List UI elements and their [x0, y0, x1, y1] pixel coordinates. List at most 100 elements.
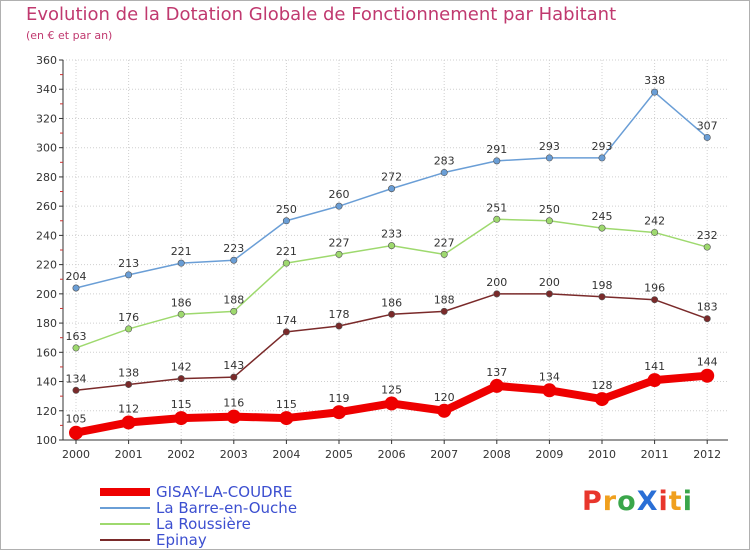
- data-label: 183: [697, 301, 718, 314]
- data-point: [647, 373, 662, 388]
- y-tick-label: 180: [36, 317, 57, 330]
- data-point: [651, 228, 659, 236]
- logo-letter: P: [582, 486, 603, 517]
- data-label: 221: [276, 245, 297, 258]
- legend-swatch: [100, 507, 150, 509]
- logo-letter: i: [682, 486, 693, 517]
- data-label: 200: [539, 276, 560, 289]
- data-point: [595, 392, 609, 407]
- data-label: 283: [434, 155, 455, 168]
- legend-label: La Roussière: [156, 515, 251, 533]
- data-label: 116: [223, 397, 244, 410]
- data-label: 115: [276, 398, 297, 411]
- x-tick-label: 2012: [693, 448, 721, 461]
- data-label: 233: [381, 228, 402, 241]
- data-label: 204: [66, 270, 87, 283]
- x-tick-label: 2007: [430, 448, 458, 461]
- data-label: 176: [118, 311, 139, 324]
- proxiti-logo: ProXiti: [582, 486, 693, 517]
- logo-letter: i: [658, 486, 669, 517]
- data-point: [440, 307, 448, 315]
- data-point: [545, 217, 553, 225]
- x-tick-label: 2004: [272, 448, 300, 461]
- data-point: [121, 415, 136, 430]
- data-point: [230, 307, 238, 315]
- data-label: 293: [592, 140, 613, 153]
- data-label: 119: [329, 392, 350, 405]
- data-label: 125: [381, 383, 402, 396]
- legend-swatch: [100, 523, 150, 525]
- y-tick-label: 240: [36, 229, 57, 242]
- legend-swatch: [100, 488, 150, 496]
- y-tick-label: 340: [36, 83, 57, 96]
- data-label: 338: [644, 74, 665, 87]
- data-point: [703, 243, 711, 251]
- data-point: [388, 185, 396, 193]
- data-label: 250: [539, 203, 560, 216]
- y-tick-label: 300: [36, 142, 57, 155]
- data-point: [69, 425, 83, 440]
- data-label: 186: [171, 296, 192, 309]
- data-label: 128: [592, 379, 613, 392]
- data-point: [651, 88, 659, 96]
- data-label: 188: [223, 293, 244, 306]
- data-point: [703, 315, 711, 323]
- logo-letter: o: [617, 486, 637, 517]
- data-label: 250: [276, 203, 297, 216]
- data-label: 143: [223, 359, 244, 372]
- data-point: [335, 202, 343, 210]
- logo-letter: t: [668, 486, 683, 517]
- data-label: 307: [697, 119, 718, 132]
- data-point: [489, 378, 504, 393]
- data-point: [388, 310, 396, 318]
- data-label: 115: [171, 398, 192, 411]
- data-point: [542, 383, 557, 398]
- data-label: 251: [486, 201, 507, 214]
- data-label: 260: [329, 188, 350, 201]
- data-point: [651, 296, 659, 304]
- x-tick-label: 2006: [378, 448, 406, 461]
- data-label: 245: [592, 210, 613, 223]
- data-point: [125, 325, 133, 333]
- data-point: [384, 396, 399, 411]
- logo-letter: X: [636, 486, 659, 517]
- data-point: [332, 405, 346, 420]
- data-label: 120: [434, 391, 455, 404]
- data-label: 242: [644, 214, 665, 227]
- data-point: [174, 411, 189, 426]
- data-point: [388, 242, 396, 250]
- data-point: [700, 368, 715, 383]
- data-point: [125, 380, 133, 388]
- data-point: [335, 322, 343, 330]
- y-tick-label: 260: [36, 200, 57, 213]
- data-point: [493, 157, 501, 165]
- data-label: 105: [66, 413, 87, 426]
- data-point: [72, 386, 80, 394]
- x-tick-label: 2008: [483, 448, 511, 461]
- data-point: [177, 259, 185, 267]
- data-point: [335, 250, 343, 258]
- data-label: 291: [486, 143, 507, 156]
- data-label: 186: [381, 296, 402, 309]
- data-label: 163: [66, 330, 87, 343]
- data-label: 142: [171, 361, 192, 374]
- data-point: [703, 133, 711, 141]
- data-point: [282, 328, 290, 336]
- data-label: 213: [118, 257, 139, 270]
- data-point: [440, 169, 448, 177]
- data-label: 200: [486, 276, 507, 289]
- logo-letter: r: [602, 486, 618, 517]
- data-label: 174: [276, 314, 297, 327]
- x-tick-label: 2010: [588, 448, 616, 461]
- data-point: [282, 259, 290, 267]
- data-point: [230, 373, 238, 381]
- data-point: [282, 217, 290, 225]
- data-point: [545, 290, 553, 298]
- y-tick-label: 140: [36, 376, 57, 389]
- x-tick-label: 2009: [535, 448, 563, 461]
- x-tick-label: 2011: [641, 448, 669, 461]
- data-label: 272: [381, 171, 402, 184]
- chart-subtitle: (en € et par an): [26, 29, 113, 42]
- data-point: [598, 154, 606, 162]
